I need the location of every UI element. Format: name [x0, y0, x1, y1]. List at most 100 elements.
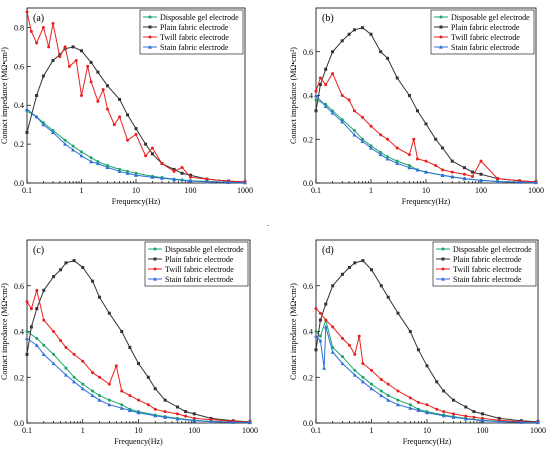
chart-d-ytick-label-2: 0.4: [303, 328, 313, 337]
chart-a-series-1-point-18: [180, 171, 184, 175]
chart-b-legend-label-1: Plain fabric electrode: [451, 23, 520, 32]
chart-b-legend-label-2: Twill fabric electrode: [451, 33, 520, 42]
chart-b-series-2-point-15: [424, 159, 428, 163]
chart-d-series-3-point-15: [441, 413, 446, 418]
chart-a-ytick-label-0: 0.0: [14, 179, 24, 188]
chart-d-series-1-point-5: [347, 265, 351, 269]
chart-d-series-2-point-6: [353, 352, 357, 356]
chart-b-series-3-point-17: [495, 179, 500, 184]
chart-d-series-1-point-7: [361, 259, 365, 263]
chart-c-panel-label: (c): [33, 245, 44, 256]
chart-c-series-2-point-4: [52, 330, 56, 333]
chart-d-series-2-point-20: [472, 415, 476, 419]
chart-b-series-1-point-19: [470, 170, 474, 174]
chart-d-legend-label-0: Disposable gel electrode: [453, 245, 532, 254]
chart-b-legend-label-0: Disposable gel electrode: [451, 13, 530, 22]
chart-c-series-3-point-0: [25, 336, 29, 340]
chart-d-legend-label-2: Twill fabric electrode: [453, 265, 522, 274]
chart-a-xtick-label-0: 0.1: [22, 186, 32, 195]
chart-a-series-line-3: [26, 108, 246, 184]
chart-c-xtick-label-3: 100: [188, 426, 200, 435]
chart-c-series-0-point-1: [35, 336, 39, 340]
chart-c-series-3-point-14: [163, 415, 168, 419]
chart-c-series-3-point-19: [248, 420, 252, 425]
chart-d-series-1-point-10: [386, 295, 390, 299]
chart-b-xlabel: Frequency(Hz): [402, 197, 451, 206]
chart-b-ylabel: Contact impedance (MΩ•cm²): [289, 47, 298, 144]
chart-b-series-2-point-2: [324, 83, 328, 87]
chart-b-ytick-label-0: 0.0: [303, 179, 313, 188]
chart-b-series-2-point-5: [347, 98, 351, 102]
chart-b-series-1-point-8: [369, 32, 373, 36]
chart-a-series-0-point-4: [63, 138, 67, 142]
chart-d-series-1-point-4: [340, 272, 344, 276]
chart-c-series-3-point-5: [72, 379, 77, 384]
chart-d-ylabel: Contact impedance (MΩ•cm²): [289, 283, 298, 380]
chart-a-series-2-point-5: [51, 22, 55, 26]
chart-d-series-2-point-3: [331, 325, 335, 329]
chart-a-series-2-point-3: [41, 25, 45, 29]
chart-b-series-2-point-10: [386, 137, 390, 141]
chart-b-series-0-point-6: [369, 144, 373, 148]
chart-d-xtick-label-0: 0.1: [311, 426, 321, 435]
chart-c-ytick-label-1: 0.2: [14, 373, 24, 382]
panel-b: 0.1 1 10 100 1000 0.0 0.2 0.4 0.6 Frequency(Hz) Co…: [289, 7, 544, 206]
chart-c-series-1-point-7: [72, 259, 76, 263]
chart-b-xtick-label-2: 10: [422, 186, 430, 195]
chart-a-series-3-point-15: [172, 177, 177, 182]
chart-c-series-1-point-20: [192, 412, 196, 416]
chart-d-series-2-point-8: [361, 362, 365, 366]
chart-c-series-1-point-6: [64, 261, 68, 265]
chart-c-series-line-0: [26, 331, 251, 423]
chart-b-series-3-point-13: [440, 173, 445, 177]
chart-d-series-2-point-9: [370, 368, 373, 372]
chart-c-series-0-point-8: [98, 394, 102, 398]
chart-d-series-3-point-17: [463, 416, 468, 421]
chart-b-series-1-point-9: [379, 50, 383, 54]
chart-d-series-0-point-8: [379, 389, 383, 393]
chart-a-series-2-point-7: [63, 45, 67, 49]
chart-d-series-0-point-1: [318, 334, 322, 338]
chart-a-series-1-point-8: [89, 60, 93, 64]
chart-d-series-0-point-11: [408, 403, 412, 407]
chart-a-series-1-point-6: [71, 45, 75, 49]
chart-b-series-1-point-5: [347, 32, 351, 36]
chart-d-series-1-point-12: [408, 330, 412, 333]
chart-c-series-2-point-11: [107, 382, 111, 386]
chart-c-series-2-point-8: [81, 359, 85, 363]
chart-a-ytick-label-4: 0.8: [14, 23, 24, 32]
chart-d-series-1-point-20: [481, 412, 484, 416]
chart-a-series-1-point-13: [134, 127, 138, 131]
chart-a-series-1-point-10: [106, 84, 110, 88]
chart-b-series-3-point-11: [415, 167, 420, 172]
chart-c-series-3-point-10: [119, 406, 124, 410]
chart-c-legend-label-0: Disposable gel electrode: [165, 245, 244, 254]
chart-b-series-2-point-4: [340, 94, 344, 97]
chart-b-series-1-point-2: [324, 67, 328, 71]
chart-c-series-1-point-1: [29, 325, 33, 329]
chart-b-panel-label: (b): [322, 13, 334, 24]
chart-d-legend-marker-2: [441, 267, 445, 271]
chart-d-series-1-point-3: [331, 284, 335, 288]
chart-c-series-1-point-12: [120, 330, 124, 333]
chart-a-series-3-point-6: [79, 153, 84, 158]
chart-b-series-3-point-16: [479, 178, 483, 182]
center-mark: .: [267, 219, 269, 228]
chart-a-legend-marker-0: [148, 15, 152, 19]
chart-c-series-1-point-10: [98, 295, 102, 299]
chart-d-xtick-label-1: 1: [370, 426, 374, 435]
chart-d-series-2-point-12: [396, 389, 400, 393]
chart-c-legend-marker-0: [153, 247, 157, 251]
chart-a-series-2-point-20: [144, 154, 148, 158]
chart-b-legend-marker-0: [439, 15, 443, 19]
chart-a-series-0-point-7: [89, 156, 93, 160]
chart-a-series-2-point-17: [118, 115, 122, 119]
chart-a-series-1-point-17: [172, 167, 176, 171]
chart-a-series-3-point-5: [71, 147, 76, 152]
chart-d-series-1-point-6: [353, 261, 357, 265]
chart-b-series-1-point-6: [352, 28, 356, 32]
chart-b-ytick-label-1: 0.2: [303, 135, 313, 144]
chart-c-series-1-point-13: [128, 346, 132, 350]
chart-a-series-3-point-7: [89, 159, 94, 164]
chart-c-xtick-label-2: 10: [135, 426, 143, 435]
